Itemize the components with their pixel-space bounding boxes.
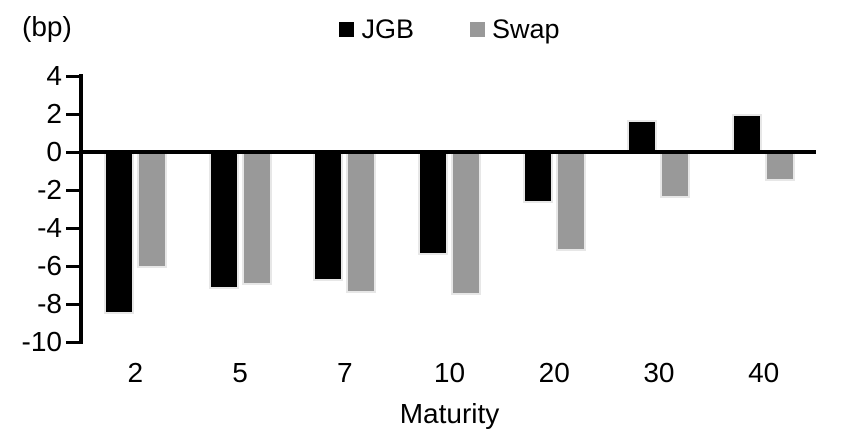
legend-label-jgb: JGB — [361, 14, 414, 44]
bar-jgb-10 — [418, 152, 448, 255]
x-axis-label: 40 — [748, 357, 780, 388]
bar-swap-40 — [765, 152, 796, 181]
x-axis-label: 2 — [127, 357, 144, 388]
y-axis-tick-label: 2 — [46, 98, 62, 129]
y-axis-tick-label: -2 — [37, 174, 62, 205]
bar-swap-10 — [451, 152, 481, 295]
x-axis-label: 5 — [232, 357, 248, 388]
y-axis-tick-label: -6 — [37, 250, 62, 281]
bar-jgb-7 — [313, 152, 344, 282]
bar-swap-5 — [241, 152, 272, 285]
y-axis-tick — [66, 74, 79, 78]
x-axis-label: 10 — [433, 357, 466, 388]
y-axis-tick-label: 4 — [46, 60, 62, 91]
x-axis-label: 7 — [336, 357, 353, 388]
x-axis-zero-line — [79, 150, 816, 154]
bar-jgb-2 — [103, 152, 134, 314]
y-axis-tick — [66, 188, 79, 192]
bar-swap-2 — [136, 152, 167, 268]
y-axis-tick — [66, 264, 79, 268]
bar-swap-7 — [346, 152, 377, 293]
y-axis-tick — [66, 226, 79, 230]
y-axis-tick — [66, 340, 79, 344]
x-axis-title: Maturity — [399, 398, 500, 429]
legend-item-swap: Swap — [469, 14, 560, 44]
y-axis-tick-label: -10 — [21, 326, 62, 357]
legend-swatch-swap — [469, 21, 485, 37]
x-axis-label: 20 — [538, 357, 570, 388]
bar-jgb-40 — [732, 114, 763, 152]
legend-swatch-jgb — [339, 21, 355, 37]
y-axis-unit-label: (bp) — [22, 11, 72, 42]
y-axis-tick-label: -4 — [37, 212, 62, 243]
bar-jgb-5 — [208, 152, 239, 289]
x-axis-label: 30 — [643, 357, 675, 388]
y-axis-tick-label: 0 — [46, 136, 62, 167]
y-axis-line — [79, 74, 83, 344]
y-axis-tick-label: -8 — [37, 288, 62, 319]
bar-jgb-20 — [522, 152, 553, 204]
y-axis-tick — [66, 112, 79, 116]
bar-jgb-30 — [627, 119, 658, 152]
y-axis-tick — [66, 302, 79, 306]
bar-swap-30 — [660, 152, 691, 198]
bar-swap-20 — [555, 152, 586, 251]
y-axis-tick — [66, 150, 79, 154]
legend-label-swap: Swap — [491, 14, 560, 44]
chart-legend: JGB Swap — [83, 14, 816, 44]
legend-item-jgb: JGB — [339, 14, 414, 44]
